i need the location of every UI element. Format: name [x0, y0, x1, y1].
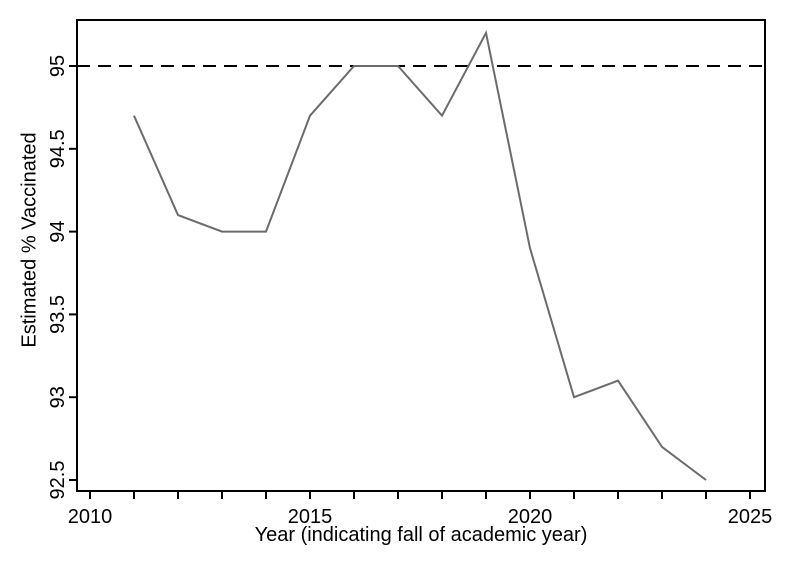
x-tick-label: 2025 [728, 506, 773, 528]
y-tick-label: 95 [47, 55, 69, 77]
y-tick-label: 94 [47, 220, 69, 242]
x-tick-label: 2015 [288, 506, 333, 528]
y-axis-title: Estimated % Vaccinated [18, 132, 41, 348]
data-line-estimated-pct-vaccinated [133, 29, 707, 481]
plot-frame [76, 19, 766, 492]
y-tick-label: 93.5 [47, 295, 69, 334]
y-tick-label: 94.5 [47, 129, 69, 168]
x-axis-title: Year (indicating fall of academic year) [254, 524, 588, 546]
y-tick-label: 92.5 [47, 461, 69, 500]
x-tick-label: 2010 [68, 506, 113, 528]
x-tick-label: 2020 [508, 506, 553, 528]
y-tick-label: 93 [47, 386, 69, 408]
